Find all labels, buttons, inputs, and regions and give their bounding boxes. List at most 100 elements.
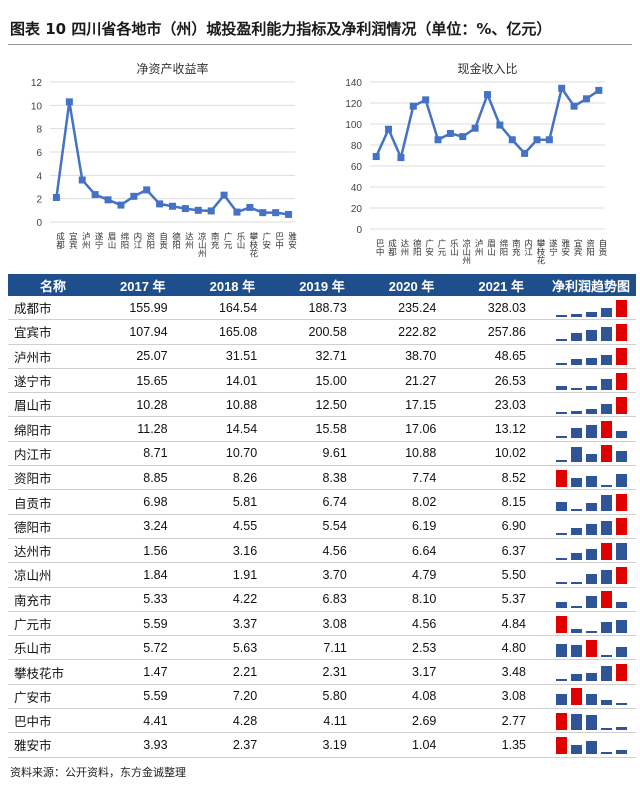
x-tick-label: 自贡 — [597, 238, 607, 256]
net-profit-value: 3.08 — [456, 684, 546, 710]
sparkline-bar — [570, 477, 582, 487]
city-name: 乐山市 — [8, 635, 98, 661]
net-profit-value: 2.53 — [366, 635, 457, 661]
trend-sparkline — [546, 368, 636, 394]
net-profit-value: 6.74 — [277, 489, 367, 515]
net-profit-value: 8.85 — [98, 465, 188, 491]
data-point — [143, 186, 151, 194]
trend-sparkline — [546, 344, 636, 369]
net-profit-value: 3.70 — [277, 562, 367, 588]
net-profit-value: 2.37 — [187, 732, 278, 758]
x-tick-label: 广安 — [261, 231, 271, 250]
x-tick-label: 广元 — [222, 231, 232, 250]
city-name: 泸州市 — [8, 344, 98, 369]
net-profit-value: 5.54 — [277, 514, 367, 539]
data-point — [422, 96, 430, 104]
table-row: 成都市 155.99 164.54 188.73 235.24 328.03 — [8, 296, 636, 321]
x-tick-label: 泸州 — [80, 231, 90, 249]
net-profit-value: 5.80 — [277, 684, 367, 710]
net-profit-value: 1.56 — [98, 538, 188, 564]
sparkline-bar — [585, 715, 597, 730]
data-point — [484, 91, 491, 99]
net-profit-value: 3.93 — [98, 732, 188, 758]
x-tick-label: 凉山州 — [461, 238, 471, 264]
data-point — [471, 124, 479, 132]
title-divider — [8, 44, 632, 45]
sparkline-bar — [615, 474, 627, 487]
sparkline-bar — [615, 372, 627, 390]
data-point — [65, 98, 73, 106]
trend-sparkline — [546, 684, 636, 710]
sparkline-bar — [555, 469, 567, 487]
sparkline-bar — [585, 386, 597, 390]
sparkline-bar — [570, 527, 582, 536]
x-tick-label: 乐山 — [448, 238, 458, 256]
sparkline-bar — [570, 387, 582, 390]
y-tick-label: 120 — [345, 99, 362, 110]
net-profit-value: 8.02 — [366, 489, 457, 515]
y-tick-label: 80 — [351, 141, 363, 152]
net-profit-value: 328.03 — [456, 296, 546, 321]
sparkline-bar — [570, 427, 582, 439]
table-row: 泸州市 25.07 31.51 32.71 38.70 48.65 — [8, 344, 636, 369]
x-tick-label: 达州 — [183, 231, 193, 249]
net-profit-value: 8.15 — [456, 489, 546, 515]
x-tick-label: 资阳 — [584, 238, 594, 256]
y-tick-label: 6 — [36, 148, 42, 159]
table-row: 巴中市 4.41 4.28 4.11 2.69 2.77 — [8, 708, 636, 734]
data-point — [259, 209, 267, 217]
sparkline-bar — [570, 581, 582, 584]
chart-title: 净资产收益率 — [136, 61, 208, 76]
data-point — [246, 203, 254, 211]
sparkline-bar — [570, 628, 582, 633]
city-name: 成都市 — [8, 296, 98, 321]
net-profit-value: 235.24 — [366, 296, 457, 321]
table-row: 攀枝花市 1.47 2.21 2.31 3.17 3.48 — [8, 659, 636, 685]
city-name: 凉山州 — [8, 562, 98, 588]
sparkline-bar — [585, 311, 597, 317]
y-tick-label: 100 — [345, 120, 362, 131]
net-profit-value: 5.50 — [456, 562, 546, 588]
net-profit-value: 5.59 — [98, 684, 188, 710]
net-profit-value: 188.73 — [277, 296, 367, 321]
net-profit-value: 3.19 — [277, 732, 367, 758]
data-point — [533, 136, 541, 144]
x-tick-label: 内江 — [132, 231, 142, 250]
city-name: 眉山市 — [8, 392, 98, 418]
net-profit-value: 5.59 — [98, 611, 188, 637]
x-tick-label: 自贡 — [158, 231, 168, 250]
table-row: 广元市 5.59 3.37 3.08 4.56 4.84 — [8, 611, 636, 637]
net-profit-value: 3.37 — [187, 611, 278, 637]
trend-sparkline — [546, 635, 636, 661]
data-point — [558, 84, 566, 92]
net-profit-value: 3.08 — [277, 611, 367, 637]
net-profit-value: 13.12 — [456, 416, 546, 442]
sparkline-bar — [615, 566, 627, 584]
net-profit-value: 4.56 — [366, 611, 457, 637]
sparkline-bar — [600, 621, 612, 633]
column-header: 2018 年 — [187, 274, 278, 296]
data-point — [91, 191, 99, 199]
sparkline-bar — [600, 591, 612, 609]
trend-sparkline — [546, 319, 636, 345]
trend-sparkline — [546, 708, 636, 734]
net-profit-value: 32.71 — [277, 344, 367, 369]
data-point — [207, 207, 215, 215]
data-point — [508, 136, 516, 144]
sparkline-bar — [600, 494, 612, 512]
x-tick-label: 成都 — [387, 238, 397, 256]
table-row: 眉山市 10.28 10.88 12.50 17.15 23.03 — [8, 392, 636, 418]
trend-sparkline — [546, 587, 636, 612]
sparkline-bar — [555, 712, 567, 730]
net-profit-value: 8.26 — [187, 465, 278, 491]
net-profit-value: 48.65 — [456, 344, 546, 369]
x-tick-label: 宜宾 — [67, 231, 77, 250]
net-profit-value: 6.37 — [456, 538, 546, 564]
table-row: 广安市 5.59 7.20 5.80 4.08 3.08 — [8, 684, 636, 710]
sparkline-bar — [600, 484, 612, 487]
sparkline-bar — [615, 396, 627, 414]
net-profit-value: 1.47 — [98, 659, 188, 685]
sparkline-bar — [585, 548, 597, 560]
table-row: 雅安市 3.93 2.37 3.19 1.04 1.35 — [8, 732, 636, 758]
